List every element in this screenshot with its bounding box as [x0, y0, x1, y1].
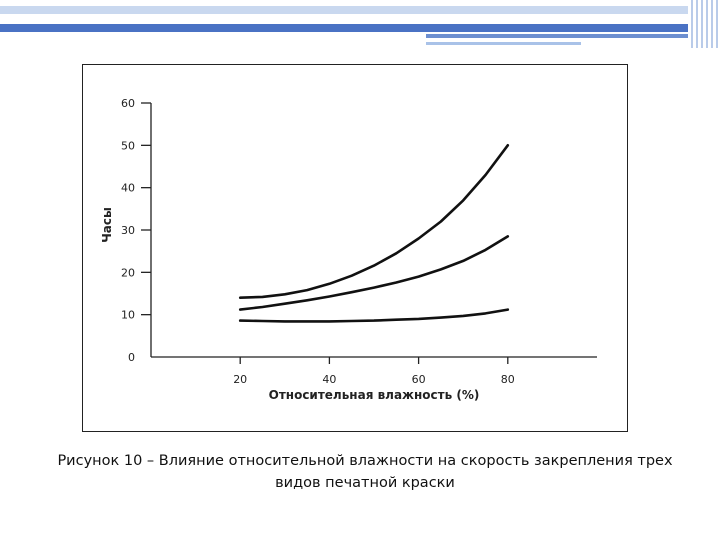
header-bar — [0, 24, 720, 32]
caption-line-2: видов печатной краски — [275, 475, 455, 491]
series-line-3 — [238, 308, 510, 323]
y-axis-label: Часы — [100, 207, 114, 243]
y-tick-label: 0 — [128, 351, 135, 364]
x-tick-label: 20 — [233, 373, 247, 386]
chart-frame: 0 10 20 30 40 50 60 20 40 60 80 Относительная влаж… — [82, 64, 628, 432]
y-tick-label: 60 — [121, 97, 135, 110]
y-tick-label: 20 — [121, 266, 135, 279]
header-bar-accent-thin — [426, 42, 581, 45]
x-tick-label: 80 — [501, 373, 515, 386]
y-tick-label: 40 — [121, 182, 135, 195]
y-tick-label: 30 — [121, 224, 135, 237]
header-bar-light — [0, 6, 720, 14]
x-tick-label: 40 — [322, 373, 336, 386]
series-line-2 — [238, 235, 510, 311]
figure-caption: Рисунок 10 – Влияние относительной влажн… — [20, 450, 710, 494]
header-corner-lines — [688, 0, 720, 48]
header-bar-accent — [426, 34, 720, 38]
series-line-1 — [238, 144, 510, 299]
x-tick-label: 60 — [412, 373, 426, 386]
y-tick-label: 10 — [121, 309, 135, 322]
caption-line-1: Рисунок 10 – Влияние относительной влажн… — [57, 453, 673, 469]
chart: 0 10 20 30 40 50 60 20 40 60 80 Относительная влаж… — [100, 97, 597, 402]
x-axis-label: Относительная влажность (%) — [269, 388, 480, 402]
y-tick-label: 50 — [121, 139, 135, 152]
